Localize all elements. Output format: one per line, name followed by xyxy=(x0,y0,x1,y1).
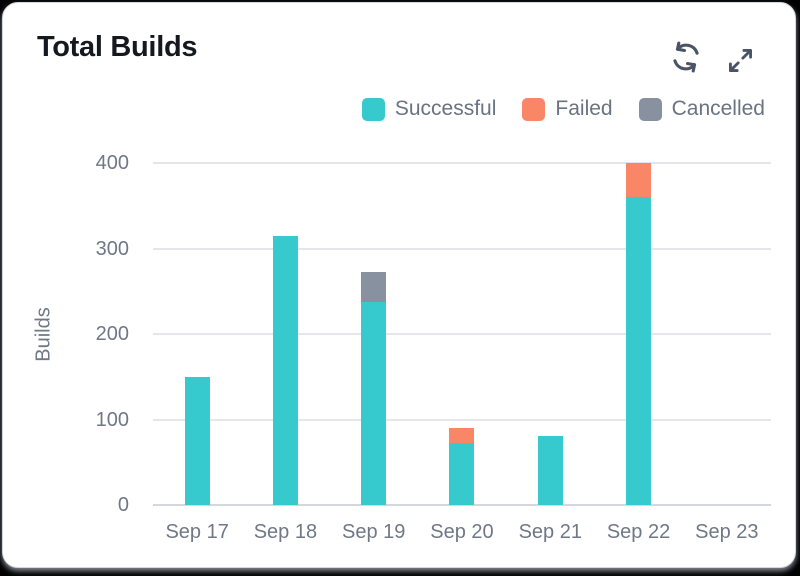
bar-stack xyxy=(626,163,652,505)
y-tick-label: 200 xyxy=(95,323,129,345)
bar-stack xyxy=(272,235,298,505)
legend-swatch-successful xyxy=(361,97,385,121)
bar-stack xyxy=(449,428,475,505)
x-tick-label: Sep 21 xyxy=(518,521,582,543)
refresh-button[interactable] xyxy=(669,39,705,75)
gridline xyxy=(153,247,771,250)
bar-segment-successful xyxy=(361,301,387,505)
expand-button[interactable] xyxy=(725,42,761,78)
bar-segment-failed xyxy=(626,163,652,198)
bar-stack xyxy=(537,435,563,505)
bar-columns xyxy=(153,163,771,505)
expand-icon xyxy=(725,45,761,76)
bar-segment-successful xyxy=(537,435,563,505)
legend-label: Cancelled xyxy=(671,97,765,120)
bar-column xyxy=(683,163,771,505)
x-tick-label: Sep 18 xyxy=(253,521,318,543)
card-title: Total Builds xyxy=(37,31,198,63)
legend-item-cancelled[interactable]: Cancelled xyxy=(638,97,765,121)
total-builds-card: Total Builds Successful Failed Cancelled B… xyxy=(2,2,796,568)
legend-swatch-failed xyxy=(522,97,546,121)
x-axis-line xyxy=(153,504,771,506)
bar-segment-successful xyxy=(184,376,210,505)
gridline xyxy=(153,162,771,164)
bar-stack xyxy=(361,272,387,505)
plot-area xyxy=(153,162,771,506)
y-tick-label: 400 xyxy=(95,152,129,174)
legend-item-failed[interactable]: Failed xyxy=(522,97,613,121)
bar-segment-failed xyxy=(449,428,475,444)
bar-column xyxy=(506,163,594,505)
refresh-icon xyxy=(669,40,705,74)
gridline xyxy=(153,418,771,421)
chart-legend: Successful Failed Cancelled xyxy=(361,97,765,121)
bar-stack xyxy=(184,376,210,505)
y-tick-label: 300 xyxy=(95,237,129,260)
bar-column xyxy=(241,163,329,505)
bar-column xyxy=(594,163,682,505)
x-axis-tick-labels: Sep 17 Sep 18 Sep 19 Sep 20 Sep 21 Sep 22 Sep … xyxy=(153,521,771,544)
gridline xyxy=(153,333,771,335)
y-tick-label: 100 xyxy=(95,408,129,431)
legend-label: Successful xyxy=(394,97,497,120)
bar-segment-successful xyxy=(449,443,475,505)
y-axis-title: Builds xyxy=(32,306,55,362)
x-tick-label: Sep 20 xyxy=(430,521,494,543)
bar-segment-cancelled xyxy=(361,272,387,302)
legend-swatch-cancelled xyxy=(638,97,662,121)
y-tick-label: 0 xyxy=(117,494,129,516)
x-tick-label: Sep 22 xyxy=(606,521,671,543)
bar-segment-successful xyxy=(272,235,298,505)
bar-segment-successful xyxy=(626,197,652,505)
legend-item-successful[interactable]: Successful xyxy=(361,97,497,121)
legend-label: Failed xyxy=(555,97,613,120)
x-tick-label: Sep 17 xyxy=(165,521,229,543)
bar-column xyxy=(418,163,506,505)
x-tick-label: Sep 19 xyxy=(342,521,406,543)
bar-column xyxy=(153,163,241,505)
x-tick-label: Sep 23 xyxy=(695,521,759,543)
y-axis-tick-labels: 0 100 200 300 400 xyxy=(59,153,129,515)
bar-column xyxy=(330,163,418,505)
